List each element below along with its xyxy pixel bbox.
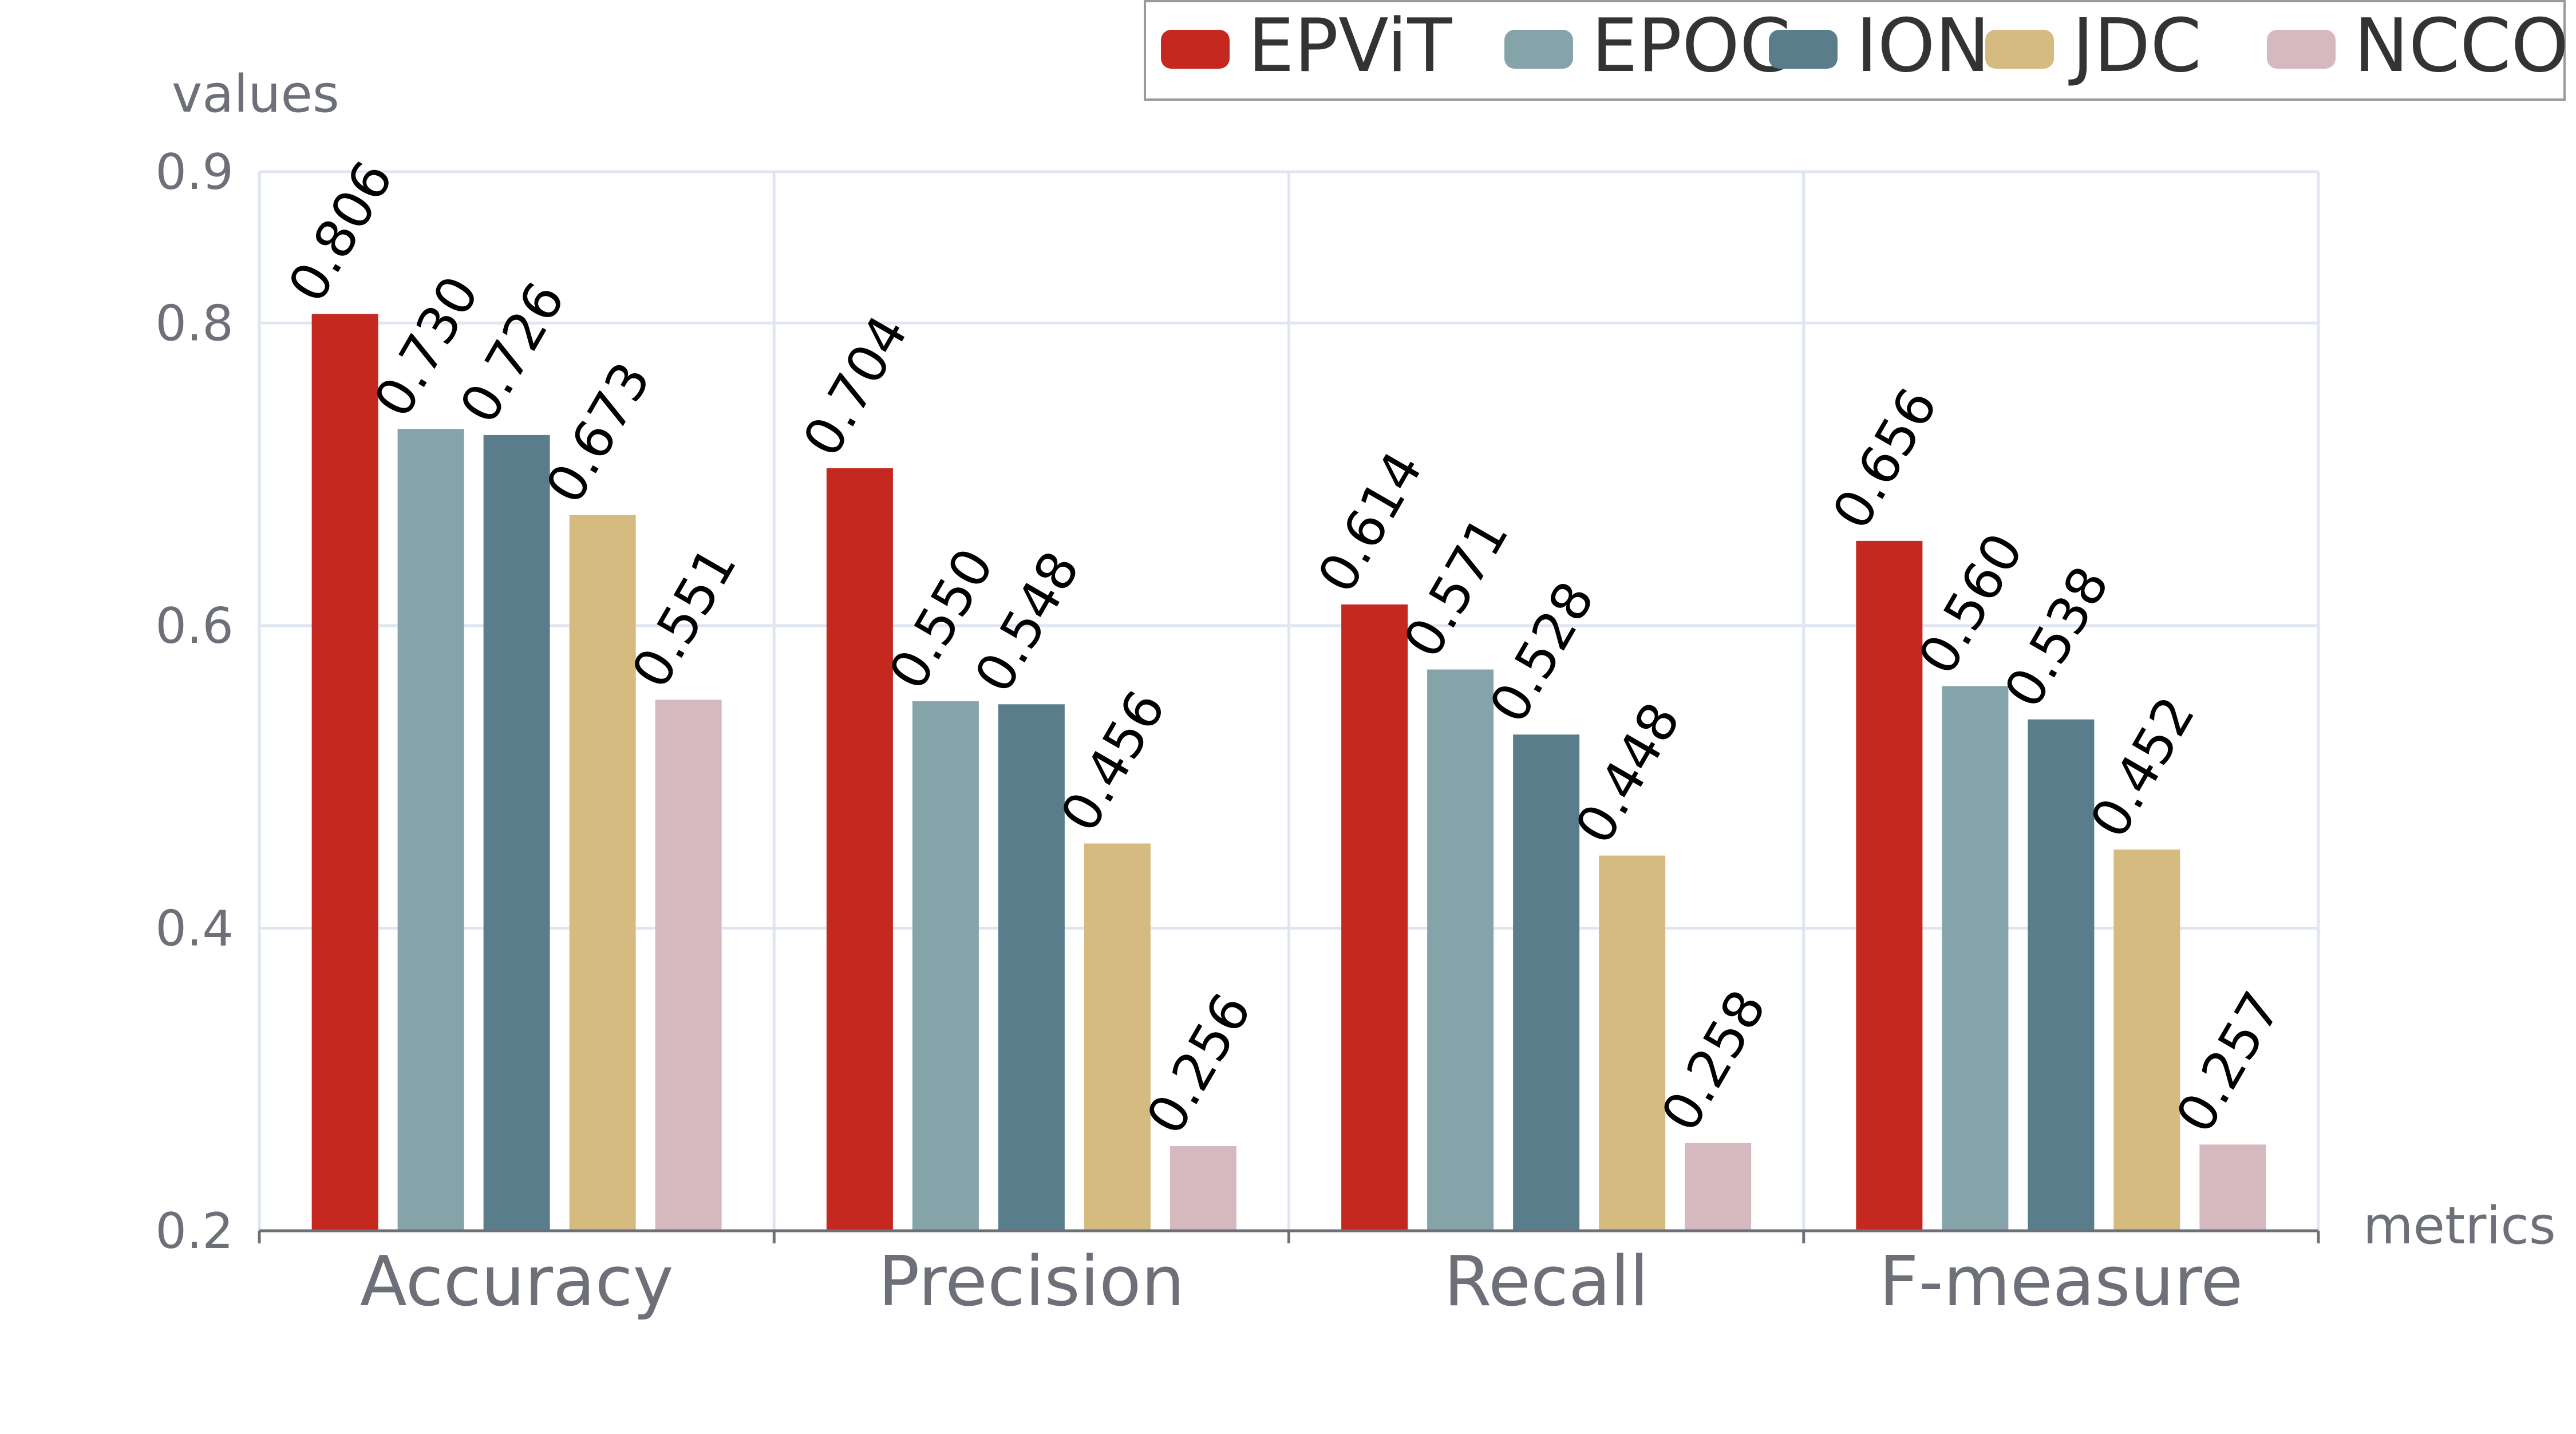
y-tick-label: 0.8	[155, 295, 234, 352]
bar-ncco-recall	[1685, 1143, 1752, 1231]
data-label: 0.448	[1564, 693, 1692, 854]
bar-epoc-f-measure	[1942, 686, 2009, 1231]
bar-jdc-precision	[1084, 843, 1151, 1231]
data-label: 0.456	[1049, 681, 1177, 842]
bar-ion-accuracy	[483, 434, 550, 1231]
bar-ncco-precision	[1170, 1146, 1236, 1231]
x-category-label: Accuracy	[360, 1242, 674, 1322]
x-category-label: Precision	[878, 1242, 1184, 1322]
bar-epoc-accuracy	[397, 429, 464, 1231]
bar-epoc-recall	[1427, 669, 1494, 1231]
legend-swatch-jdc	[1985, 30, 2054, 69]
bar-epvit-recall	[1341, 604, 1408, 1231]
bar-jdc-f-measure	[2113, 850, 2180, 1231]
grid-layer	[258, 170, 2320, 1231]
x-category-label: F-measure	[1879, 1242, 2243, 1322]
data-label: 0.452	[2079, 686, 2207, 848]
data-label: 0.257	[2164, 982, 2293, 1143]
bar-epvit-f-measure	[1856, 540, 1923, 1231]
y-tick-label: 0.4	[155, 900, 234, 957]
legend-swatch-epvit	[1161, 30, 1230, 69]
data-label: 0.551	[620, 537, 748, 698]
y-tick-label: 0.9	[155, 144, 234, 201]
legend-label-epoc: EPOC	[1591, 3, 1791, 89]
y-tick-label: 0.2	[155, 1203, 234, 1260]
legend-swatch-ncco	[2267, 30, 2336, 69]
data-label: 0.614	[1306, 441, 1435, 603]
bar-ncco-f-measure	[2199, 1144, 2266, 1231]
data-label: 0.806	[276, 151, 405, 313]
y-tick-label: 0.6	[155, 598, 234, 655]
legend: EPViT EPOC ION JDC NCCO	[1144, 0, 2569, 101]
bar-ncco-accuracy	[655, 700, 722, 1231]
bar-jdc-accuracy	[569, 515, 636, 1231]
legend-label-jdc: JDC	[2068, 3, 2202, 89]
data-label: 0.528	[1478, 572, 1606, 733]
legend-swatch-epoc	[1504, 30, 1573, 69]
data-label: 0.258	[1650, 980, 1778, 1141]
bars-layer	[311, 314, 2266, 1231]
bar-epoc-precision	[912, 701, 979, 1231]
x-category-label: Recall	[1444, 1242, 1649, 1322]
data-label: 0.704	[791, 305, 919, 467]
data-label: 0.571	[1392, 507, 1520, 668]
bar-ion-f-measure	[2028, 719, 2095, 1231]
bar-ion-precision	[998, 704, 1065, 1231]
legend-label-ncco: NCCO	[2354, 3, 2569, 89]
bar-epvit-precision	[826, 468, 893, 1231]
y-axis-title: values	[172, 64, 339, 124]
bar-ion-recall	[1513, 734, 1580, 1231]
legend-swatch-ion	[1769, 30, 1838, 69]
data-label: 0.256	[1135, 983, 1263, 1144]
data-label: 0.673	[534, 352, 662, 513]
bar-jdc-recall	[1599, 855, 1666, 1231]
axis-layer: 0.2 0.4 0.6 0.8 0.9 Accuracy Precision Recall F-…	[155, 64, 2556, 1322]
legend-label-epvit: EPViT	[1248, 3, 1452, 89]
legend-label-ion: ION	[1856, 3, 1990, 89]
data-label: 0.656	[1821, 378, 1949, 539]
x-axis-title: metrics	[2363, 1196, 2556, 1256]
bar-epvit-accuracy	[311, 314, 378, 1231]
